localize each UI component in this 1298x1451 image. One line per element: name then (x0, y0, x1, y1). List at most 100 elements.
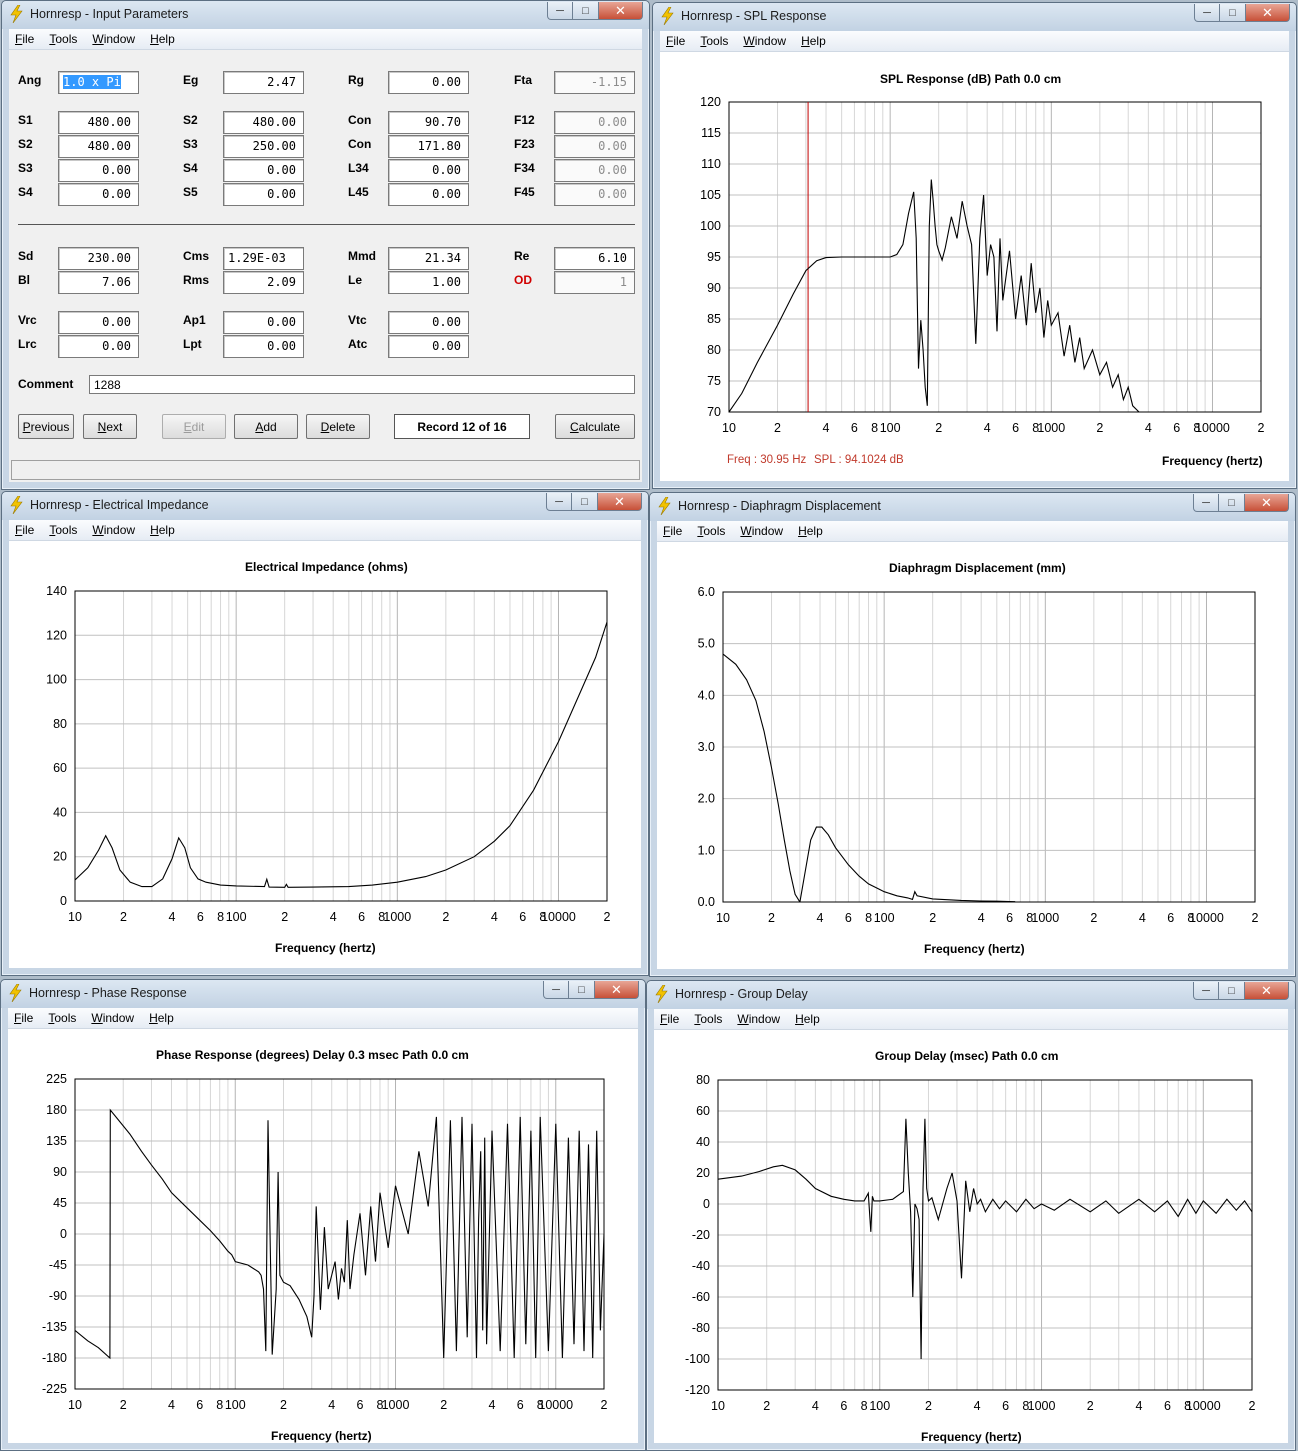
minimize-button[interactable]: ─ (1194, 4, 1220, 22)
calculate-button[interactable]: Calculate (555, 414, 635, 439)
menu-file[interactable]: File (663, 524, 683, 538)
maximize-button[interactable]: □ (572, 493, 598, 511)
x-tick-label: 6 (517, 1398, 524, 1412)
status-bar (11, 460, 640, 480)
close-button[interactable]: ✕ (1245, 494, 1289, 512)
minimize-button[interactable]: ─ (1193, 982, 1219, 1000)
s2-field[interactable]: 480.00 (223, 111, 304, 134)
close-button[interactable]: ✕ (598, 493, 642, 511)
menu-help[interactable]: Help (150, 523, 175, 537)
y-tick-label: 80 (696, 1073, 710, 1087)
title-bar[interactable]: Hornresp - Diaphragm Displacement ─ □ ✕ (650, 493, 1295, 521)
lrc-field[interactable]: 0.00 (58, 335, 139, 358)
l45-field[interactable]: 0.00 (388, 183, 469, 206)
minimize-button[interactable]: ─ (1193, 494, 1219, 512)
title-bar[interactable]: Hornresp - Group Delay ─ □ ✕ (647, 981, 1295, 1009)
menu-help[interactable]: Help (149, 1011, 174, 1025)
menu-help[interactable]: Help (150, 32, 175, 46)
add-button[interactable]: Add (234, 414, 298, 439)
mmd-field[interactable]: 21.34 (388, 247, 469, 270)
l34-field[interactable]: 0.00 (388, 159, 469, 182)
s4a-field[interactable]: 0.00 (58, 183, 139, 206)
con1-label: Con (348, 113, 372, 127)
re-field[interactable]: 6.10 (554, 247, 635, 270)
menu-window[interactable]: Window (740, 524, 784, 538)
s1-field[interactable]: 480.00 (58, 111, 139, 134)
menu-tools[interactable]: Tools (49, 523, 78, 537)
x-axis-label: Frequency (hertz) (921, 1430, 1022, 1444)
edit-button[interactable]: Edit (162, 414, 226, 439)
maximize-button[interactable]: □ (1219, 494, 1245, 512)
od-label: OD (514, 273, 532, 287)
menu-file[interactable]: File (14, 1011, 34, 1025)
con2-field[interactable]: 171.80 (388, 135, 469, 158)
ang-field[interactable]: 1.0 x Pi (58, 71, 139, 94)
le-label: Le (348, 273, 363, 287)
menu-tools[interactable]: Tools (694, 1012, 723, 1026)
maximize-button[interactable]: □ (573, 2, 599, 20)
maximize-button[interactable]: □ (569, 981, 595, 999)
menu-window[interactable]: Window (91, 1011, 135, 1025)
bl-field[interactable]: 7.06 (58, 271, 139, 294)
title-bar[interactable]: Hornresp - Input Parameters ─ □ ✕ (2, 1, 649, 29)
next-button[interactable]: Next (83, 414, 137, 439)
menu-help[interactable]: Help (798, 524, 823, 538)
s4a-label: S4 (18, 185, 33, 199)
sd-field[interactable]: 230.00 (58, 247, 139, 270)
title-bar[interactable]: Hornresp - Electrical Impedance ─ □ ✕ (2, 492, 648, 520)
menu-tools[interactable]: Tools (700, 34, 729, 48)
vrc-field[interactable]: 0.00 (58, 311, 139, 334)
ap1-field[interactable]: 0.00 (223, 311, 304, 334)
con1-field[interactable]: 90.70 (388, 111, 469, 134)
x-tick-label: 4 (812, 1399, 819, 1413)
s5-field[interactable]: 0.00 (223, 183, 304, 206)
menu-window[interactable]: Window (92, 523, 136, 537)
eg-field[interactable]: 2.47 (223, 71, 304, 94)
y-tick-label: 95 (707, 250, 721, 264)
le-field[interactable]: 1.00 (388, 271, 469, 294)
menu-help[interactable]: Help (801, 34, 826, 48)
s3a-field[interactable]: 0.00 (58, 159, 139, 182)
atc-field[interactable]: 0.00 (388, 335, 469, 358)
x-tick-label: 6 (1164, 1399, 1171, 1413)
menu-tools[interactable]: Tools (49, 32, 78, 46)
close-button[interactable]: ✕ (595, 981, 639, 999)
s2a-field[interactable]: 480.00 (58, 135, 139, 158)
menu-file[interactable]: File (15, 523, 35, 537)
freq-readout: Freq : 30.95 Hz (727, 454, 807, 466)
comment-field[interactable]: 1288 (89, 375, 635, 394)
title-bar[interactable]: Hornresp - Phase Response ─ □ ✕ (1, 980, 645, 1008)
close-button[interactable]: ✕ (1245, 982, 1289, 1000)
lpt-field[interactable]: 0.00 (223, 335, 304, 358)
maximize-button[interactable]: □ (1219, 982, 1245, 1000)
rg-field[interactable]: 0.00 (388, 71, 469, 94)
menu-file[interactable]: File (660, 1012, 680, 1026)
close-button[interactable]: ✕ (1246, 4, 1290, 22)
title-bar[interactable]: Hornresp - SPL Response ─ □ ✕ (653, 3, 1296, 31)
menu-file[interactable]: File (666, 34, 686, 48)
delete-button[interactable]: Delete (306, 414, 370, 439)
menu-tools[interactable]: Tools (48, 1011, 77, 1025)
maximize-button[interactable]: □ (1220, 4, 1246, 22)
x-tick-label: 1000 (1037, 421, 1065, 435)
s4-field[interactable]: 0.00 (223, 159, 304, 182)
menu-window[interactable]: Window (737, 1012, 781, 1026)
rms-field[interactable]: 2.09 (223, 271, 304, 294)
s3-field[interactable]: 250.00 (223, 135, 304, 158)
x-tick-label: 4 (1145, 421, 1152, 435)
x-tick-label: 2 (281, 910, 288, 924)
cms-field[interactable]: 1.29E-03 (223, 247, 304, 270)
menu-window[interactable]: Window (92, 32, 136, 46)
menu-window[interactable]: Window (743, 34, 787, 48)
minimize-button[interactable]: ─ (546, 493, 572, 511)
x-tick-label: 10000 (1195, 421, 1230, 435)
menu-tools[interactable]: Tools (697, 524, 726, 538)
previous-button[interactable]: Previous (18, 414, 74, 439)
menu-file[interactable]: File (15, 32, 35, 46)
minimize-button[interactable]: ─ (547, 2, 573, 20)
menu-help[interactable]: Help (795, 1012, 820, 1026)
vtc-field[interactable]: 0.00 (388, 311, 469, 334)
x-tick-label: 4 (489, 1398, 496, 1412)
minimize-button[interactable]: ─ (543, 981, 569, 999)
close-button[interactable]: ✕ (599, 2, 643, 20)
